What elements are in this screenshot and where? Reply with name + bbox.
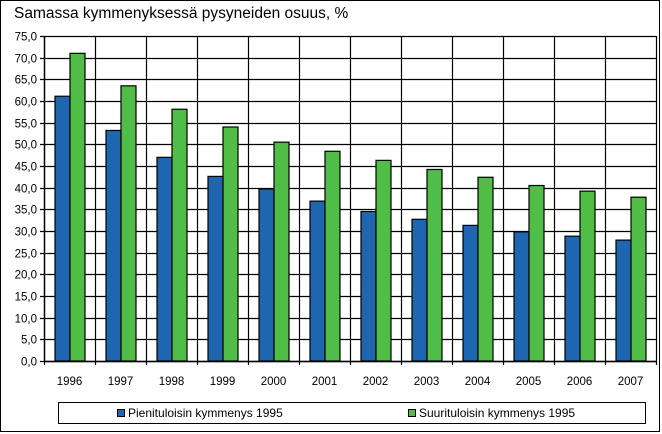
axes (43, 36, 656, 363)
bar-high-income (222, 126, 239, 362)
legend-label: Pienituloisin kymmenys 1995 (128, 406, 283, 420)
bar-high-income (426, 168, 443, 362)
legend: Pienituloisin kymmenys 1995 Suurituloisi… (58, 402, 646, 424)
x-tick-label: 1999 (210, 376, 236, 388)
x-tick-label: 2002 (363, 376, 389, 388)
legend-label: Suurituloisin kymmenys 1995 (419, 406, 576, 420)
legend-swatch-green-icon (408, 409, 416, 417)
y-tick-label: 75,0 (15, 32, 37, 44)
x-tick-label: 2006 (567, 376, 593, 388)
x-tick-label: 2007 (618, 376, 644, 388)
bar-low-income (54, 95, 71, 362)
x-tick-label: 2003 (414, 376, 440, 388)
legend-item-high-income: Suurituloisin kymmenys 1995 (408, 406, 575, 420)
bar-high-income (528, 184, 545, 362)
y-tick-label: 60,0 (15, 97, 37, 109)
x-tick-label: 2001 (312, 376, 338, 388)
y-tick-label: 15,0 (15, 292, 37, 304)
bar-low-income (207, 175, 224, 362)
y-tick-label: 40,0 (15, 184, 37, 196)
x-tick-label: 1996 (57, 376, 83, 388)
y-tick-label: 55,0 (15, 119, 37, 131)
chart-title: Samassa kymmenyksessä pysyneiden osuus, … (14, 5, 349, 22)
legend-item-low-income: Pienituloisin kymmenys 1995 (117, 406, 283, 420)
bar-low-income (309, 200, 326, 362)
bar-low-income (360, 210, 377, 362)
x-tick-label: 1997 (108, 376, 134, 388)
y-tick-label: 10,0 (15, 314, 37, 326)
x-tick-label: 2004 (465, 376, 491, 388)
bar-high-income (477, 176, 494, 362)
bar-high-income (579, 190, 596, 362)
bar-high-income (630, 196, 647, 362)
bar-low-income (156, 156, 173, 362)
bar-high-income (375, 159, 392, 362)
x-tick-label: 2005 (516, 376, 542, 388)
y-tick-label: 65,0 (15, 75, 37, 87)
bar-low-income (564, 235, 581, 362)
y-tick-label: 20,0 (15, 270, 37, 282)
bar-low-income (615, 239, 632, 362)
x-tick-label: 1998 (159, 376, 185, 388)
bar-low-income (462, 224, 479, 362)
y-tick-label: 50,0 (15, 140, 37, 152)
y-axis-labels: 0,0 5,0 10,0 15,0 20,0 25,0 30,0 35,0 40,0 45,0 50… (15, 32, 37, 369)
bar-high-income (324, 150, 341, 362)
y-tick-label: 0,0 (21, 357, 37, 369)
bars (54, 52, 647, 362)
y-tick-label: 70,0 (15, 54, 37, 66)
y-tick-label: 25,0 (15, 249, 37, 261)
bar-high-income (273, 141, 290, 362)
bar-high-income (69, 52, 86, 362)
legend-swatch-blue-icon (117, 409, 125, 417)
bar-low-income (513, 231, 530, 362)
bar-high-income (171, 108, 188, 362)
x-axis-labels: 1996 1997 1998 1999 2000 2001 2002 2003 2004 2005… (57, 376, 644, 388)
y-tick-label: 45,0 (15, 162, 37, 174)
bar-low-income (411, 218, 428, 362)
y-tick-label: 5,0 (21, 335, 37, 347)
bar-low-income (258, 188, 275, 362)
y-tick-label: 30,0 (15, 227, 37, 239)
x-tick-label: 2000 (261, 376, 287, 388)
y-tick-label: 35,0 (15, 205, 37, 217)
bar-high-income (120, 85, 137, 362)
bar-low-income (105, 129, 122, 362)
